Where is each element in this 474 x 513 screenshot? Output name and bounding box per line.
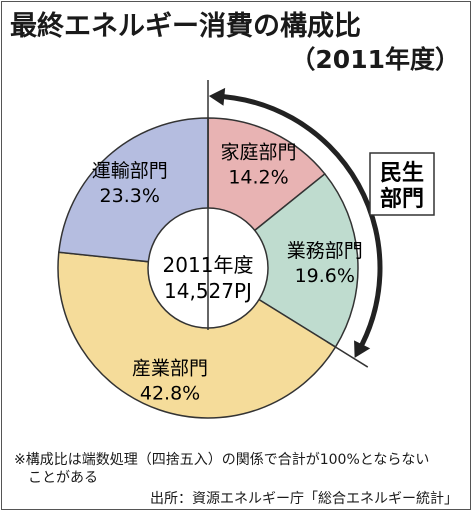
slice-value-label-industry: 42.8% (140, 383, 200, 405)
arrow-head-top (208, 87, 226, 106)
arrow-head-bottom (354, 340, 371, 358)
center-label-total: 14,527PJ (164, 279, 252, 303)
chart-title: 最終エネルギー消費の構成比 (10, 11, 361, 42)
slice-value-label-commercial: 19.6% (295, 265, 355, 287)
slice-commercial (206, 172, 359, 349)
slice-name-label-commercial: 業務部門 (287, 240, 363, 262)
center-label-year: 2011年度 (163, 253, 254, 277)
group-label-line1: 民生 (380, 161, 424, 186)
group-label-line2: 部門 (380, 186, 424, 212)
slice-industry (57, 251, 337, 419)
slice-value-label-transport: 23.3% (100, 185, 160, 207)
source-credit: 出所：資源エネルギー庁「総合エネルギー統計」 (150, 491, 458, 507)
slice-value-label-household: 14.2% (228, 166, 288, 188)
group-label-box (369, 152, 435, 216)
slice-name-label-household: 家庭部門 (221, 141, 297, 163)
footnote-line2: ことがある (28, 470, 98, 486)
slice-name-label-transport: 運輸部門 (92, 160, 168, 182)
footnote-line1: ※構成比は端数処理（四捨五入）の関係で合計が100%とならない (14, 452, 430, 468)
footnote: ※構成比は端数処理（四捨五入）の関係で合計が100%とならない ことがある (14, 451, 464, 487)
group-arc-arrow (213, 93, 383, 355)
slice-name-label-industry: 産業部門 (132, 358, 208, 380)
chart-subtitle: （2011年度） (290, 45, 460, 74)
group-end-marker-line (326, 341, 369, 368)
